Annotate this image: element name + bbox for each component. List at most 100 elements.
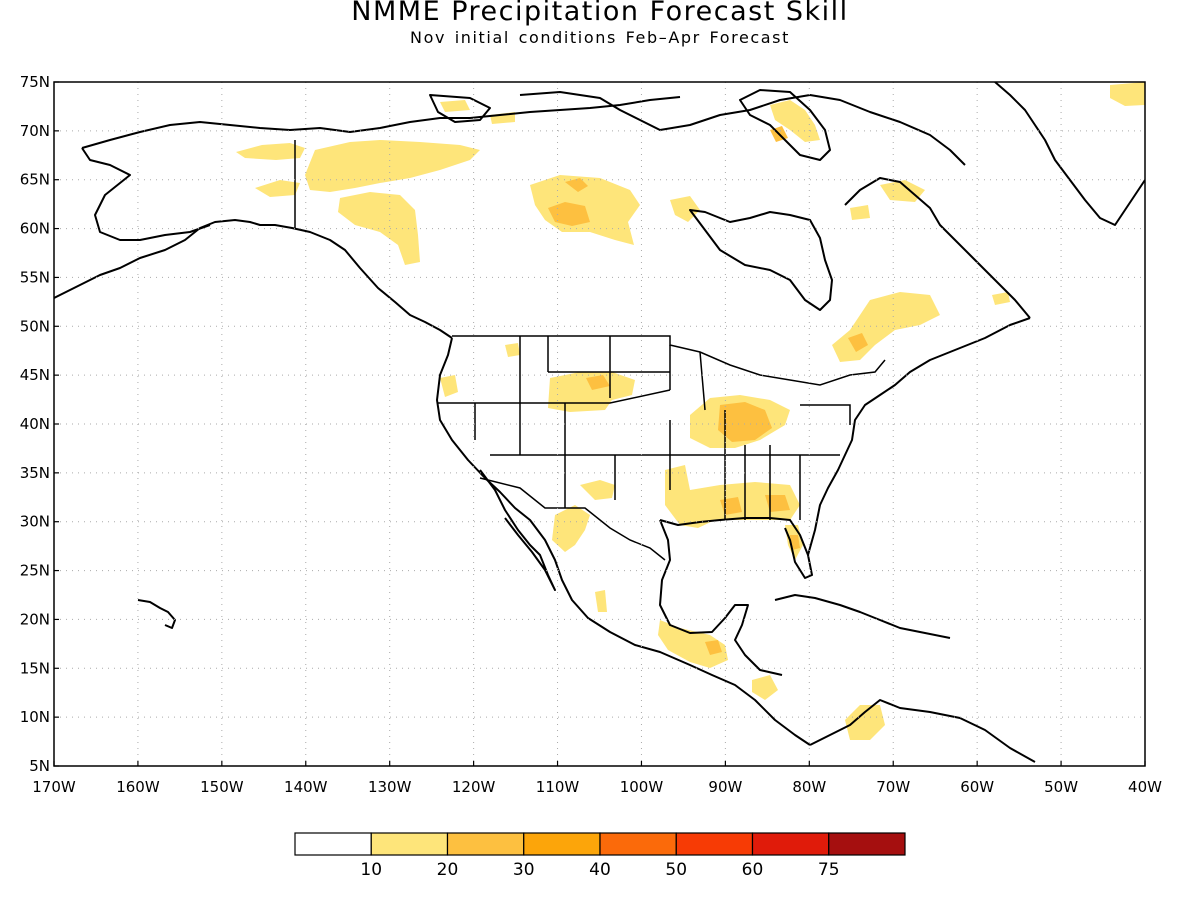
lat-tick-label: 65N (20, 171, 50, 189)
legend-swatch (828, 832, 906, 856)
skill-region-labrador-sea (850, 205, 870, 220)
skill-region-great-plains-core (586, 375, 610, 390)
lat-tick-label: 60N (20, 220, 50, 238)
coastline-gulf-north (659, 517, 813, 579)
coastline-hawaii (137, 599, 176, 629)
legend-label: 10 (360, 860, 382, 880)
border-states-se (724, 404, 851, 520)
skill-region-gulf-coast-core-2 (765, 495, 790, 512)
legend-swatch (675, 832, 754, 856)
longitude-axis-labels: 170W 160W 150W 140W 130W 120W 110W 100W 90W 80W 70… (32, 778, 1162, 796)
coastline-west-us (436, 337, 811, 746)
skill-region-midwest-core (718, 402, 772, 442)
legend-label: 60 (742, 860, 764, 880)
skill-region-mexico-gulf (595, 590, 607, 612)
lat-tick-label: 55N (20, 268, 50, 286)
border-states-e (437, 371, 671, 455)
lat-tick-label: 40N (20, 415, 50, 433)
legend-swatch (294, 832, 372, 856)
lon-tick-label: 110W (536, 778, 580, 796)
lon-tick-label: 100W (620, 778, 664, 796)
legend-swatch (523, 832, 601, 856)
map-frame (53, 81, 1146, 767)
skill-region-baffin (770, 100, 820, 142)
skill-region-quebec (832, 292, 940, 362)
skill-region-newfoundland (992, 292, 1010, 305)
coastline-south-america (809, 699, 1036, 763)
map-title: NMME Precipitation Forecast Skill (351, 0, 849, 27)
skill-color-legend: 10 20 30 40 50 60 75 (294, 832, 906, 880)
lat-tick-label: 25N (20, 562, 50, 580)
lon-tick-label: 50W (1044, 778, 1078, 796)
skill-region-greenland-south (880, 180, 925, 202)
skill-region-great-plains (548, 372, 635, 412)
lon-tick-label: 120W (452, 778, 496, 796)
lat-tick-label: 75N (20, 73, 50, 91)
coastline-alaska-west (81, 147, 211, 241)
skill-region-arctic-islands-1 (440, 100, 470, 112)
skill-region-florida-core (790, 535, 800, 550)
coastline-caribbean (774, 594, 951, 639)
lon-tick-label: 170W (32, 778, 76, 796)
legend-swatch (599, 832, 677, 856)
lon-tick-label: 40W (1128, 778, 1162, 796)
lon-tick-label: 140W (284, 778, 328, 796)
skill-region-mexico-north (552, 505, 590, 552)
border-states-n (519, 336, 706, 411)
lat-tick-label: 10N (20, 708, 50, 726)
skill-region-hudson-west-core (548, 202, 590, 226)
skill-region-oregon (440, 375, 458, 397)
lon-tick-label: 60W (960, 778, 994, 796)
lon-tick-label: 160W (116, 778, 160, 796)
lon-tick-label: 130W (368, 778, 412, 796)
lat-tick-label: 5N (29, 757, 50, 775)
coastline-baffin (739, 89, 831, 161)
coastline-greenland (994, 82, 1145, 226)
map-subtitle: Nov initial conditions Feb–Apr Forecast (410, 28, 790, 47)
coastline-alaska-north (81, 96, 681, 149)
coastline-alaska (54, 219, 453, 339)
lat-tick-label: 30N (20, 513, 50, 531)
skill-region-colombia (845, 705, 885, 740)
skill-shading (236, 82, 1145, 740)
skill-region-new-mexico (580, 480, 615, 500)
coastline-gulf (659, 519, 783, 676)
lat-tick-label: 50N (20, 317, 50, 335)
skill-region-alaska-north (236, 143, 305, 160)
coastline-labrador (844, 177, 1031, 319)
coastlines (54, 82, 1145, 763)
legend-label: 20 (437, 860, 459, 880)
lat-tick-label: 35N (20, 464, 50, 482)
skill-region-southern-mexico-core (705, 640, 722, 655)
lat-tick-label: 70N (20, 122, 50, 140)
legend-swatch (751, 832, 830, 856)
skill-region-honduras (752, 675, 778, 700)
coastline-arctic-islands-2 (429, 94, 491, 123)
skill-region-yukon (305, 140, 480, 192)
coastline-baja (479, 469, 556, 591)
lon-tick-label: 70W (876, 778, 910, 796)
coastline-east-us (807, 317, 1031, 556)
skill-region-southern-mexico (658, 620, 728, 668)
lon-tick-label: 150W (200, 778, 244, 796)
legend-swatch (370, 832, 449, 856)
legend-label: 30 (513, 860, 535, 880)
legend-label: 40 (589, 860, 611, 880)
skill-region-idaho (505, 343, 520, 357)
lat-tick-label: 20N (20, 610, 50, 628)
latitude-axis-labels: 5N 10N 15N 20N 25N 30N 35N 40N 45N 50N 55N 60N 65N 70… (20, 73, 50, 775)
skill-region-alaska-west (255, 180, 300, 197)
legend-label: 75 (818, 860, 840, 880)
lon-tick-label: 80W (792, 778, 826, 796)
skill-region-greenland-east (1110, 82, 1145, 106)
border-us-mexico (479, 477, 666, 561)
skill-region-nunavut (670, 196, 700, 222)
border-us-canada (452, 335, 886, 386)
legend-swatch (446, 832, 525, 856)
lat-tick-label: 45N (20, 366, 50, 384)
coastline-arctic-islands (519, 91, 966, 166)
skill-region-hudson-north-core (565, 178, 588, 192)
lon-tick-label: 90W (708, 778, 742, 796)
legend-label: 50 (665, 860, 687, 880)
